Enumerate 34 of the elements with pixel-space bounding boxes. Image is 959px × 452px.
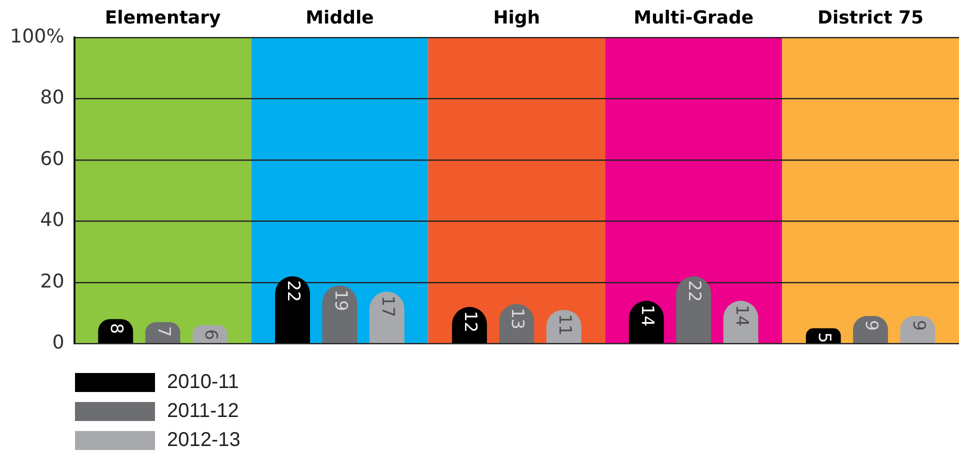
y-tick-label: 0 [52,332,64,354]
data-label: 13 [507,308,528,330]
legend-label: 2012-13 [167,429,240,452]
data-label: 7 [153,326,174,338]
bar [275,276,310,343]
data-label: 5 [814,332,834,344]
data-label: 17 [377,296,398,318]
data-label: 9 [861,320,882,331]
bar [322,285,358,343]
x-tick-label: Multi-Grade [634,7,754,28]
legend-label: 2010-11 [167,371,239,394]
data-label: 9 [908,320,928,331]
data-label: 11 [554,314,574,336]
bar [192,325,228,343]
y-tick-label: 40 [40,209,64,232]
data-label: 6 [200,329,221,340]
data-label: 8 [106,323,126,334]
x-tick-label: High [493,7,540,28]
y-tick-label: 60 [40,148,64,170]
data-label: 19 [330,289,350,312]
x-tick-label: District 75 [817,7,924,28]
x-tick-label: Elementary [104,7,221,28]
data-label: 22 [684,280,704,302]
y-tick-label: 20 [40,270,64,292]
data-label: 14 [636,304,657,326]
legend-label: 2011-12 [167,400,239,423]
x-tick-label: Middle [306,7,374,28]
bar [676,276,712,343]
y-tick-label: 100% [10,26,64,48]
y-tick-label: 80 [40,86,64,109]
data-label: 14 [731,304,752,326]
bar [145,322,180,343]
data-label: 12 [460,310,480,333]
data-label: 22 [283,280,304,302]
